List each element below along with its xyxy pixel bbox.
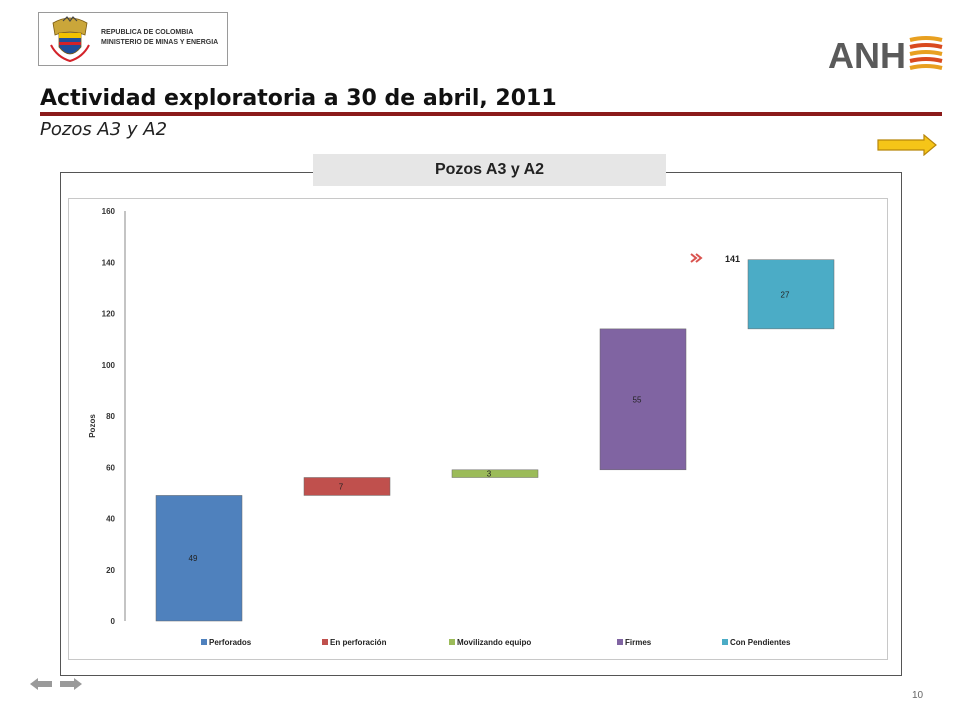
org-name: REPUBLICA DE COLOMBIA MINISTERIO DE MINA… <box>101 28 218 48</box>
legend-label-3: Movilizando equipo <box>457 638 531 647</box>
y-tick-label: 100 <box>102 361 116 370</box>
total-marker: 141 <box>690 253 740 264</box>
org-line-2: MINISTERIO DE MINAS Y ENERGIA <box>101 39 219 46</box>
chart-area: 0 20 40 60 80 100 120 140 160 Pozos 49 7 3 55 27 Perf… <box>68 198 888 660</box>
data-label-5: 27 <box>781 290 790 299</box>
y-axis: 0 20 40 60 80 100 120 140 160 Pozos <box>88 207 126 626</box>
chart-header: Pozos A3 y A2 <box>313 154 666 186</box>
legend: Perforados En perforación Movilizando equi… <box>201 638 791 647</box>
y-tick-label: 120 <box>102 310 116 319</box>
legend-swatch-3 <box>449 639 455 645</box>
next-slide-arrow-icon[interactable] <box>876 134 938 156</box>
bar-3 <box>451 469 539 478</box>
bar-4 <box>599 328 687 471</box>
legend-label-5: Con Pendientes <box>730 638 791 647</box>
legend-label-2: En perforación <box>330 638 387 647</box>
data-label-1: 49 <box>189 554 198 563</box>
data-label-3: 3 <box>487 470 492 479</box>
title-rule <box>40 112 942 116</box>
slide-title: Actividad exploratoria a 30 de abril, 20… <box>40 86 557 111</box>
y-tick-label: 0 <box>111 617 116 626</box>
y-tick-label: 60 <box>106 463 115 472</box>
bar-1 <box>155 495 243 622</box>
slide-subtitle: Pozos A3 y A2 <box>40 119 168 140</box>
anh-logo: ANH <box>828 35 943 74</box>
double-chevron-icon <box>690 253 703 263</box>
y-tick-label: 40 <box>106 515 115 524</box>
data-labels: 49 7 3 55 27 <box>189 290 790 563</box>
bar-5 <box>747 259 835 330</box>
y-tick-label: 20 <box>106 566 115 575</box>
y-tick-label: 140 <box>102 258 116 267</box>
org-line-1: REPUBLICA DE COLOMBIA <box>101 29 194 36</box>
legend-swatch-1 <box>201 639 207 645</box>
legend-label-4: Firmes <box>625 638 652 647</box>
page-number: 10 <box>912 690 924 701</box>
legend-swatch-2 <box>322 639 328 645</box>
waterfall-chart: 0 20 40 60 80 100 120 140 160 Pozos 49 7 3 55 27 Perf… <box>88 207 835 647</box>
ministry-logo: REPUBLICA DE COLOMBIA MINISTERIO DE MINA… <box>38 12 228 66</box>
legend-swatch-5 <box>722 639 728 645</box>
arrow-left-icon[interactable] <box>30 678 52 690</box>
data-label-4: 55 <box>633 395 642 404</box>
y-tick-label: 80 <box>106 412 115 421</box>
flame-stripes-icon <box>909 36 943 70</box>
bar-2 <box>303 477 391 496</box>
legend-label-1: Perforados <box>209 638 252 647</box>
coat-of-arms-icon <box>50 16 90 63</box>
y-tick-label: 160 <box>102 207 116 216</box>
legend-swatch-4 <box>617 639 623 645</box>
anh-logo-text: ANH <box>828 35 906 74</box>
total-label: 141 <box>725 254 740 264</box>
data-label-2: 7 <box>339 482 344 491</box>
bars <box>155 259 835 622</box>
y-axis-title: Pozos <box>88 414 97 438</box>
prev-next-arrows[interactable] <box>28 676 84 692</box>
arrow-right-icon[interactable] <box>60 678 82 690</box>
